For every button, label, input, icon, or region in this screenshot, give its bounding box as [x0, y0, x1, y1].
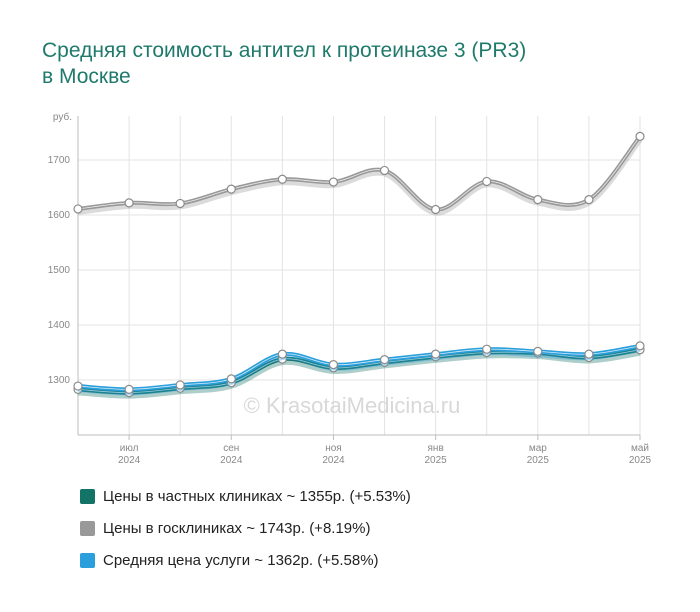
- data-point-average: [482, 344, 492, 354]
- x-tick-label-month: янв: [428, 443, 444, 454]
- y-tick-label: 1600: [48, 210, 71, 221]
- x-tick-label-month: июл: [120, 443, 139, 454]
- x-tick-label-month: мар: [529, 443, 547, 454]
- legend-item-average[interactable]: Средняя цена услуги ~ 1362р. (+5.58%): [80, 550, 411, 570]
- data-point-average: [277, 349, 287, 359]
- x-tick-label-month: май: [631, 443, 649, 454]
- x-tick-label-year: 2024: [220, 455, 243, 466]
- y-tick-label: 1500: [48, 265, 71, 276]
- data-point-public: [328, 177, 339, 187]
- data-point-average: [584, 349, 594, 359]
- data-point-public: [379, 165, 390, 176]
- legend-label-private: Цены в частных клиниках ~ 1355р. (+5.53%…: [103, 487, 411, 505]
- data-point-public: [73, 204, 83, 214]
- data-point-average: [635, 341, 645, 351]
- data-point-public: [482, 176, 492, 187]
- x-tick-label-month: ноя: [325, 443, 342, 454]
- data-point-average: [175, 380, 185, 390]
- chart-title: Средняя стоимость антител к протеиназе 3…: [42, 38, 662, 90]
- data-point-average: [431, 349, 441, 359]
- chart-title-line-2: в Москве: [42, 65, 131, 88]
- y-axis-unit-label: руб.: [53, 111, 72, 123]
- data-point-public: [226, 184, 236, 194]
- data-point-public: [431, 204, 441, 215]
- legend-swatch-public: [80, 520, 95, 536]
- chart-legend: Цены в частных клиниках ~ 1355р. (+5.53%…: [80, 486, 411, 582]
- line-chart: 13001400150016001700руб.июл2024сен2024но…: [48, 111, 652, 466]
- legend-swatch-average: [80, 552, 95, 568]
- x-tick-label-year: 2024: [118, 455, 141, 466]
- data-point-public: [277, 174, 287, 184]
- data-point-average: [328, 360, 339, 370]
- legend-item-public[interactable]: Цены в госклиниках ~ 1743р. (+8.19%): [80, 518, 411, 538]
- data-point-public: [635, 131, 645, 141]
- y-tick-label: 1300: [48, 375, 71, 386]
- x-tick-label-year: 2025: [527, 455, 550, 466]
- x-tick-label-year: 2024: [322, 455, 345, 466]
- data-point-average: [533, 346, 543, 356]
- data-point-public: [175, 198, 185, 209]
- data-point-public: [533, 195, 543, 205]
- y-tick-label: 1400: [48, 320, 71, 331]
- y-tick-label: 1700: [48, 155, 71, 166]
- legend-label-average: Средняя цена услуги ~ 1362р. (+5.58%): [103, 551, 379, 569]
- x-tick-label-year: 2025: [629, 455, 652, 466]
- data-point-public: [584, 195, 594, 205]
- data-point-average: [73, 381, 83, 391]
- data-point-average: [124, 384, 134, 394]
- data-point-average: [379, 355, 390, 365]
- chart-title-line-1: Средняя стоимость антител к протеиназе 3…: [42, 39, 527, 62]
- x-tick-label-year: 2025: [425, 455, 448, 466]
- series-line-public: [77, 135, 642, 212]
- data-point-public: [124, 198, 134, 208]
- series-line-shadow-average: [77, 345, 641, 396]
- legend-label-public: Цены в госклиниках ~ 1743р. (+8.19%): [103, 519, 371, 537]
- data-point-average: [226, 374, 236, 384]
- legend-item-private[interactable]: Цены в частных клиниках ~ 1355р. (+5.53%…: [80, 486, 411, 506]
- series-line-shadow-private: [77, 349, 641, 399]
- legend-swatch-private: [80, 488, 95, 504]
- x-tick-label-month: сен: [223, 443, 239, 454]
- watermark: © KrasotaiMedicina.ru: [244, 393, 461, 418]
